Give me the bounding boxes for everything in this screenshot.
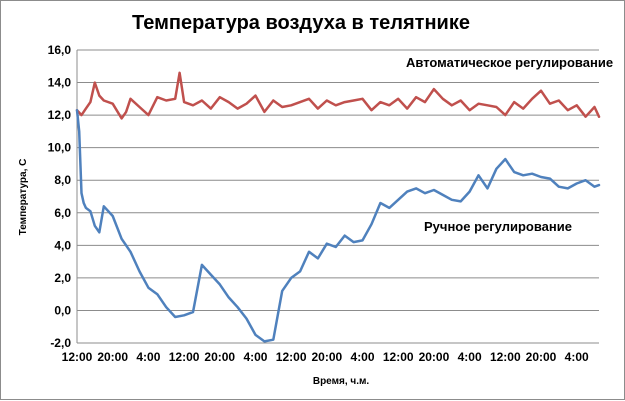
x-tick-label: 12:00	[276, 350, 307, 364]
x-tick-label: 12:00	[169, 350, 200, 364]
x-axis-label: Время, ч.м.	[313, 376, 370, 387]
y-tick-label: 16,0	[48, 43, 72, 57]
x-tick-label: 4:00	[351, 350, 375, 364]
x-tick-label: 20:00	[97, 350, 128, 364]
axes	[76, 50, 599, 344]
chart-title: Температура воздуха в телятнике	[132, 12, 470, 34]
y-tick-label: 12,0	[48, 108, 72, 122]
annotation-manual-regulation: Ручное регулирование	[424, 219, 572, 234]
x-tick-label: 20:00	[311, 350, 342, 364]
x-tick-label: 20:00	[419, 350, 450, 364]
x-tick-label: 4:00	[565, 350, 589, 364]
y-tick-label: 6,0	[54, 206, 71, 220]
y-tick-label: 2,0	[54, 271, 71, 285]
x-tick-label: 12:00	[62, 350, 93, 364]
y-tick-label: 8,0	[54, 173, 71, 187]
y-tick-labels: -2,0 0,0 2,0 4,0 6,0 8,0 10,0 12,0 14,0 16,0	[48, 43, 72, 350]
y-tick-label: 14,0	[48, 76, 72, 90]
x-tick-labels: 12:00 20:00 4:00 12:00 20:00 4:00 12:00 20:00 4:…	[62, 350, 589, 364]
x-tick-label: 4:00	[458, 350, 482, 364]
y-axis-label: Температура, С	[18, 159, 29, 236]
annotation-auto-regulation: Автоматическое регулирование	[406, 55, 613, 70]
y-tick-label: 4,0	[54, 238, 71, 252]
y-tick-label: -2,0	[50, 336, 71, 350]
series-line-auto	[75, 71, 601, 120]
y-tick-label: 0,0	[54, 303, 71, 317]
x-tick-label: 12:00	[383, 350, 414, 364]
series-lines	[75, 71, 601, 343]
x-tick-label: 4:00	[243, 350, 267, 364]
x-tick-label: 20:00	[526, 350, 557, 364]
x-tick-label: 20:00	[204, 350, 235, 364]
series-line-manual	[75, 108, 601, 343]
y-tick-label: 10,0	[48, 141, 72, 155]
grid-lines	[77, 49, 599, 344]
x-tick-label: 4:00	[136, 350, 160, 364]
x-tick-label: 12:00	[490, 350, 521, 364]
